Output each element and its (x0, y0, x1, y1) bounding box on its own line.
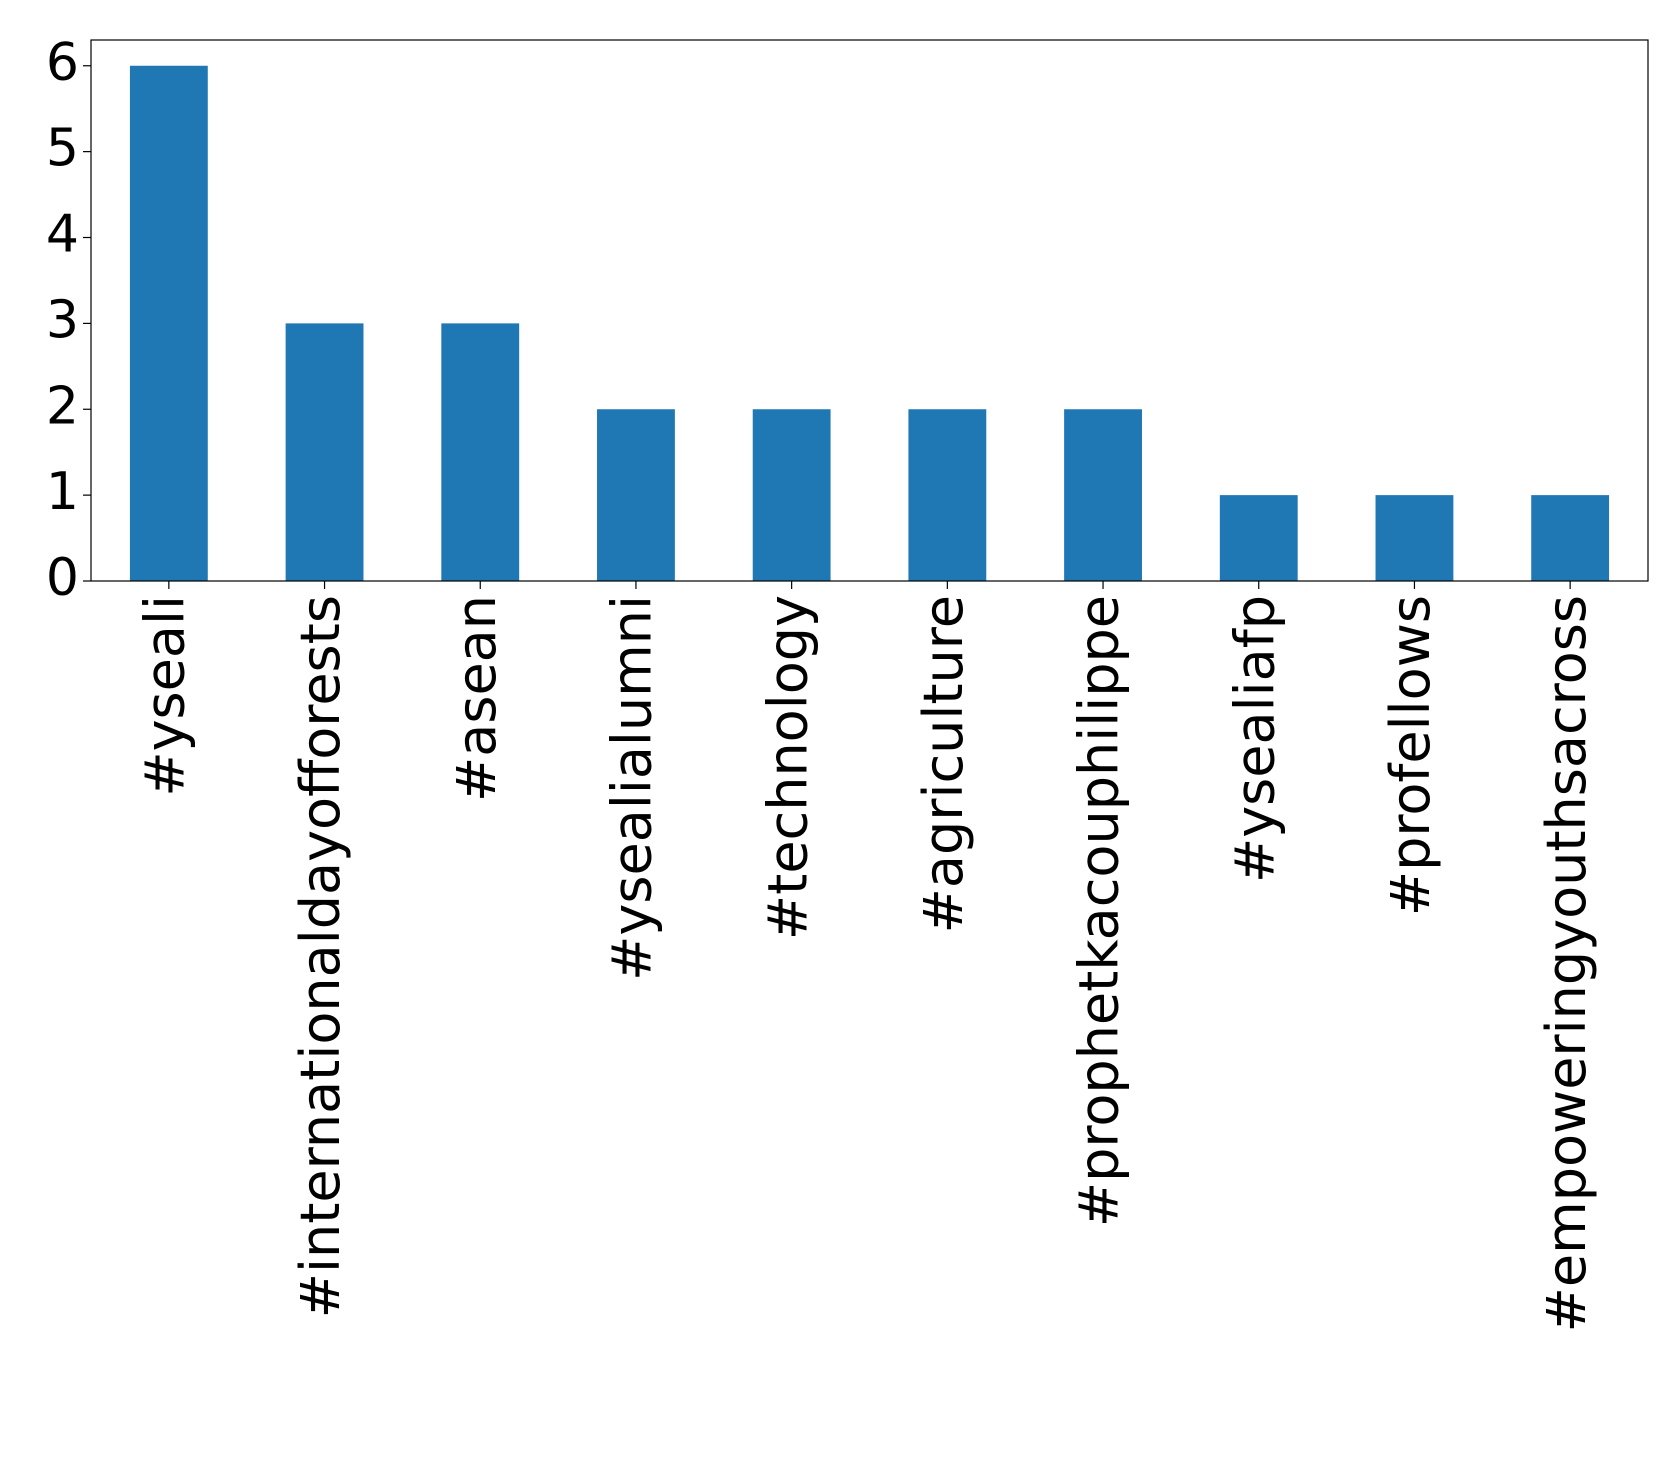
bar (1219, 495, 1298, 581)
x-tick-label: #prophetkacouphilippe (1068, 595, 1131, 1227)
y-tick-label: 6 (46, 33, 79, 93)
x-tick-label: #agriculture (912, 595, 975, 933)
bar (1375, 495, 1454, 581)
bar (1531, 495, 1610, 581)
x-tick-label: #technology (756, 595, 819, 940)
y-tick-label: 4 (46, 205, 79, 265)
bar (597, 409, 675, 581)
x-tick-label: #profellows (1379, 595, 1442, 916)
bar (752, 409, 831, 581)
x-tick-label: #empoweringyouthsacross (1535, 595, 1598, 1332)
bar (129, 65, 208, 581)
bar (908, 409, 987, 581)
x-tick-label: #ysealiafp (1223, 595, 1286, 883)
x-tick-label: #yseali (133, 595, 196, 797)
y-tick-label: 0 (46, 548, 79, 608)
plot-frame (90, 39, 1649, 582)
bar (441, 323, 520, 581)
bar (1064, 409, 1142, 581)
y-tick-label: 1 (46, 462, 79, 522)
y-tick-label: 2 (46, 376, 79, 436)
x-tick-label: #internationaldayofforests (289, 595, 352, 1318)
y-tick-label: 5 (46, 119, 79, 179)
bar (285, 323, 364, 581)
x-tick-label: #asean (445, 595, 508, 802)
x-tick-label: #ysealialumni (601, 595, 664, 981)
y-tick-label: 3 (46, 290, 79, 350)
